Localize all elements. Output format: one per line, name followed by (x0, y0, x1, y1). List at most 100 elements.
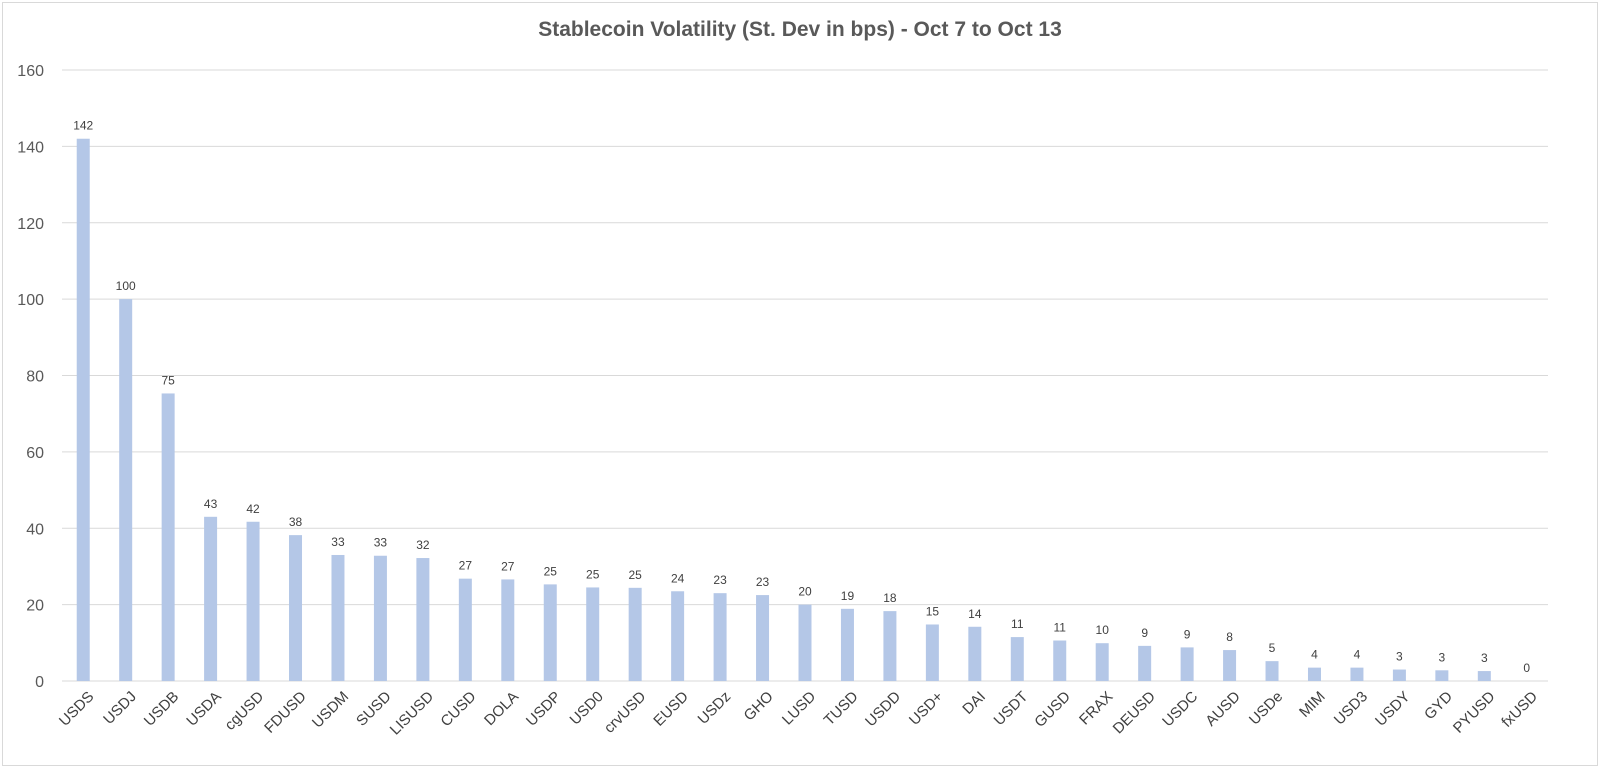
data-label: 8 (1226, 630, 1233, 644)
category-label: LISUSD (387, 688, 437, 738)
category-label: USDM (309, 688, 352, 731)
category-label: CUSD (437, 688, 479, 730)
bar (458, 578, 472, 681)
category-label: USDJ (100, 688, 140, 728)
bar (119, 299, 133, 681)
bar (1180, 647, 1194, 681)
y-tick-label: 20 (26, 598, 44, 615)
bar (1477, 671, 1491, 681)
bar (671, 591, 685, 681)
data-label: 38 (289, 515, 303, 529)
data-label: 3 (1396, 650, 1403, 664)
y-tick-label: 120 (17, 216, 44, 233)
bar (331, 554, 345, 681)
data-label: 11 (1011, 617, 1024, 631)
data-label: 15 (926, 604, 940, 618)
bar (586, 587, 600, 681)
category-label: USDC (1159, 688, 1201, 730)
category-label: GYD (1421, 688, 1456, 723)
data-label: 32 (416, 538, 430, 552)
data-label: 43 (204, 497, 218, 511)
bar (204, 516, 218, 681)
data-label: 20 (798, 585, 812, 599)
category-label: EUSD (650, 688, 692, 730)
data-label: 25 (544, 564, 558, 578)
bar (1307, 667, 1321, 681)
bar (1138, 645, 1152, 681)
bar (1392, 669, 1406, 681)
data-label: 25 (628, 568, 642, 582)
y-tick-label: 40 (26, 521, 44, 538)
y-tick-label: 60 (26, 445, 44, 462)
y-tick-label: 100 (17, 292, 44, 309)
data-label: 18 (883, 591, 897, 605)
bars (76, 138, 1491, 682)
bar (1053, 640, 1067, 681)
data-label: 4 (1354, 648, 1361, 662)
data-label: 9 (1184, 627, 1191, 641)
category-label: DOLA (481, 688, 522, 729)
bar (713, 593, 727, 681)
data-label: 3 (1439, 650, 1446, 664)
category-label: USDD (862, 688, 904, 730)
category-label: USDY (1372, 688, 1413, 729)
category-label: DAI (959, 688, 989, 718)
category-label: USDB (141, 688, 182, 729)
data-label: 33 (331, 535, 345, 549)
category-label: FRAX (1076, 688, 1116, 728)
data-label: 3 (1481, 651, 1488, 665)
data-label: 25 (586, 567, 600, 581)
data-label: 9 (1141, 626, 1148, 640)
data-label: 42 (246, 502, 260, 516)
data-label: 23 (756, 575, 770, 589)
category-label: GHO (741, 688, 777, 724)
bar (840, 608, 854, 681)
bar (1223, 650, 1237, 681)
bar (543, 584, 557, 681)
bar (1095, 643, 1109, 681)
data-label: 27 (501, 559, 515, 573)
category-label: FDUSD (261, 688, 310, 737)
data-label: 5 (1269, 641, 1276, 655)
data-label: 142 (73, 119, 93, 133)
category-label: PYUSD (1450, 688, 1499, 737)
category-label: USD0 (567, 688, 607, 728)
category-label: MIM (1296, 688, 1329, 721)
category-label: GUSD (1031, 688, 1074, 731)
category-label: USDP (523, 688, 564, 729)
bar (925, 624, 939, 681)
category-label: cgUSD (222, 688, 268, 734)
data-label: 11 (1054, 621, 1067, 635)
gridlines (62, 69, 1548, 682)
category-label: crvUSD (601, 688, 650, 737)
data-label: 75 (161, 373, 175, 387)
data-label: 100 (116, 279, 136, 293)
bar (246, 521, 260, 681)
bar (1265, 661, 1279, 681)
category-label: fxUSD (1498, 688, 1541, 731)
y-tick-label: 0 (35, 674, 44, 691)
data-label: 23 (713, 573, 727, 587)
category-label: DEUSD (1110, 688, 1159, 737)
chart-title: Stablecoin Volatility (St. Dev in bps) -… (538, 18, 1062, 41)
category-label: USD3 (1331, 688, 1371, 728)
y-tick-label: 160 (17, 63, 44, 80)
bar (501, 579, 515, 681)
bar (76, 138, 90, 682)
bar (1010, 637, 1024, 681)
category-label: LUSD (779, 688, 819, 728)
bar (798, 604, 812, 681)
category-label: USDS (56, 688, 97, 729)
data-label: 0 (1523, 661, 1530, 675)
category-label: USDz (695, 688, 735, 728)
bar (628, 587, 642, 681)
bar (416, 558, 430, 681)
bar (883, 611, 897, 681)
y-tick-label: 140 (17, 139, 44, 156)
data-label: 24 (671, 571, 685, 585)
bar (161, 393, 175, 681)
data-label: 14 (968, 607, 982, 621)
